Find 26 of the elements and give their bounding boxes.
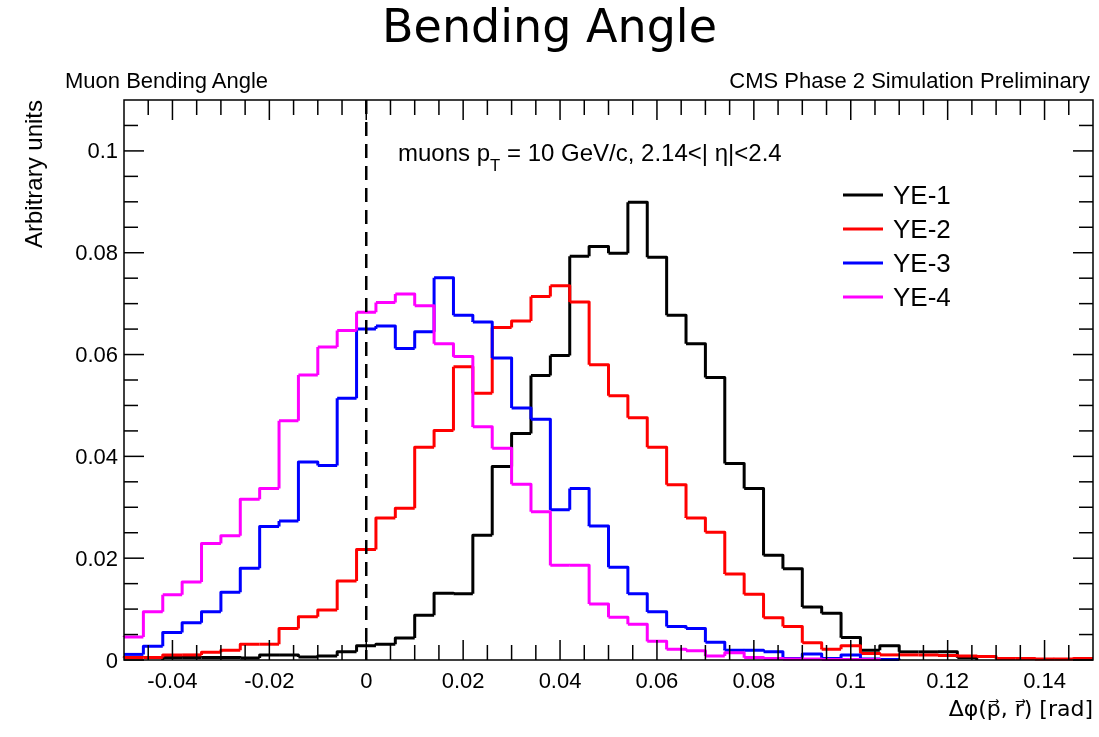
x-axis-title: Δφ(p⃗, r⃗) [rad] bbox=[948, 696, 1093, 721]
x-tick-label: 0.12 bbox=[926, 667, 970, 693]
x-tick-label: 0.14 bbox=[1023, 667, 1066, 693]
chart-title: Bending Angle bbox=[382, 0, 717, 53]
y-tick-label: 0.06 bbox=[75, 342, 118, 368]
legend-label: YE-1 bbox=[893, 180, 951, 210]
legend-label: YE-2 bbox=[893, 214, 951, 244]
y-axis-title: Arbitrary units bbox=[20, 100, 47, 249]
y-tick-label: 0.08 bbox=[75, 240, 118, 266]
x-tick-label: 0.08 bbox=[732, 667, 776, 693]
x-tick-label: 0.06 bbox=[635, 667, 679, 693]
x-tick-label: 0.1 bbox=[835, 667, 867, 693]
x-tick-label: -0.02 bbox=[244, 667, 295, 693]
legend-label: YE-3 bbox=[893, 248, 951, 278]
x-tick-label: 0.02 bbox=[441, 667, 485, 693]
x-tick-label: 0.04 bbox=[538, 667, 582, 693]
y-tick-label: 0 bbox=[105, 647, 118, 673]
y-tick-label: 0.04 bbox=[75, 443, 118, 469]
y-tick-label: 0.02 bbox=[75, 545, 118, 571]
x-tick-label: 0 bbox=[360, 667, 373, 693]
annotation: muons p$_{T}$ = 10 GeV/c, 2.14<| η|<2.4 bbox=[398, 138, 782, 175]
text: CMS Phase 2 Simulation Preliminary bbox=[729, 68, 1090, 93]
chart-subtitle: Muon Bending Angle bbox=[65, 68, 269, 93]
x-tick-label: -0.04 bbox=[147, 667, 198, 693]
y-tick-label: 0.1 bbox=[87, 138, 118, 164]
legend-label: YE-4 bbox=[893, 282, 951, 312]
